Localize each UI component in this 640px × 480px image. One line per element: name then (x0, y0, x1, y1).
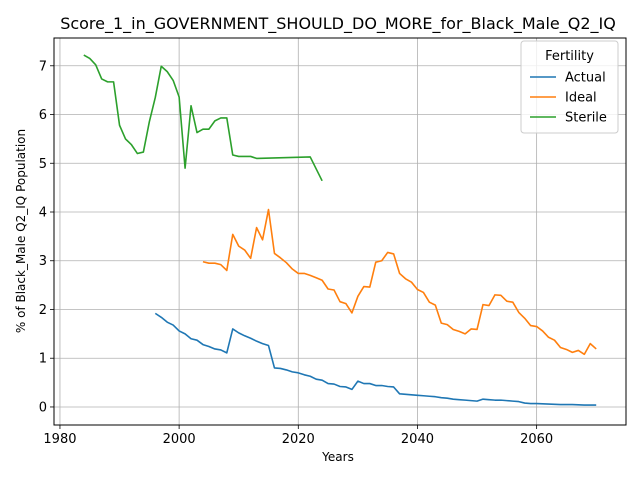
y-tick-label: 6 (39, 108, 47, 123)
y-axis-ticks: 0 1 2 3 4 5 6 7 (39, 59, 54, 415)
series-line-ideal (202, 208, 597, 356)
y-axis-label: % of Black_Male Q2_IQ Population (14, 129, 28, 333)
x-tick-label: 2040 (401, 432, 434, 447)
legend-label-ideal: Ideal (565, 91, 597, 106)
legend-title: Fertility (545, 49, 594, 64)
y-tick-label: 3 (39, 254, 47, 269)
x-tick-label: 2020 (282, 432, 315, 447)
series-line-sterile (83, 54, 323, 182)
legend-label-actual: Actual (565, 71, 606, 86)
x-tick-label: 2060 (520, 432, 553, 447)
x-tick-label: 1980 (43, 432, 76, 447)
plot-area (53, 37, 627, 426)
legend-entries: Actual Ideal Sterile (530, 71, 607, 126)
y-tick-label: 1 (39, 352, 47, 367)
series-lines (83, 54, 597, 406)
y-tick-label: 5 (39, 157, 47, 172)
legend: Fertility Actual Ideal Sterile (520, 40, 619, 134)
chart-title: Score_1_in_GOVERNMENT_SHOULD_DO_MORE_for… (60, 14, 616, 34)
x-tick-label: 2000 (163, 432, 196, 447)
y-tick-label: 4 (39, 206, 47, 221)
series-line-actual (154, 312, 597, 406)
x-axis-ticks: 1980 2000 2020 2040 2060 (43, 425, 553, 447)
y-tick-label: 7 (39, 59, 47, 74)
legend-box (520, 40, 619, 134)
y-tick-label: 0 (39, 400, 47, 415)
legend-label-sterile: Sterile (565, 111, 607, 126)
x-axis-label: Years (321, 450, 354, 464)
y-tick-label: 2 (39, 303, 47, 318)
